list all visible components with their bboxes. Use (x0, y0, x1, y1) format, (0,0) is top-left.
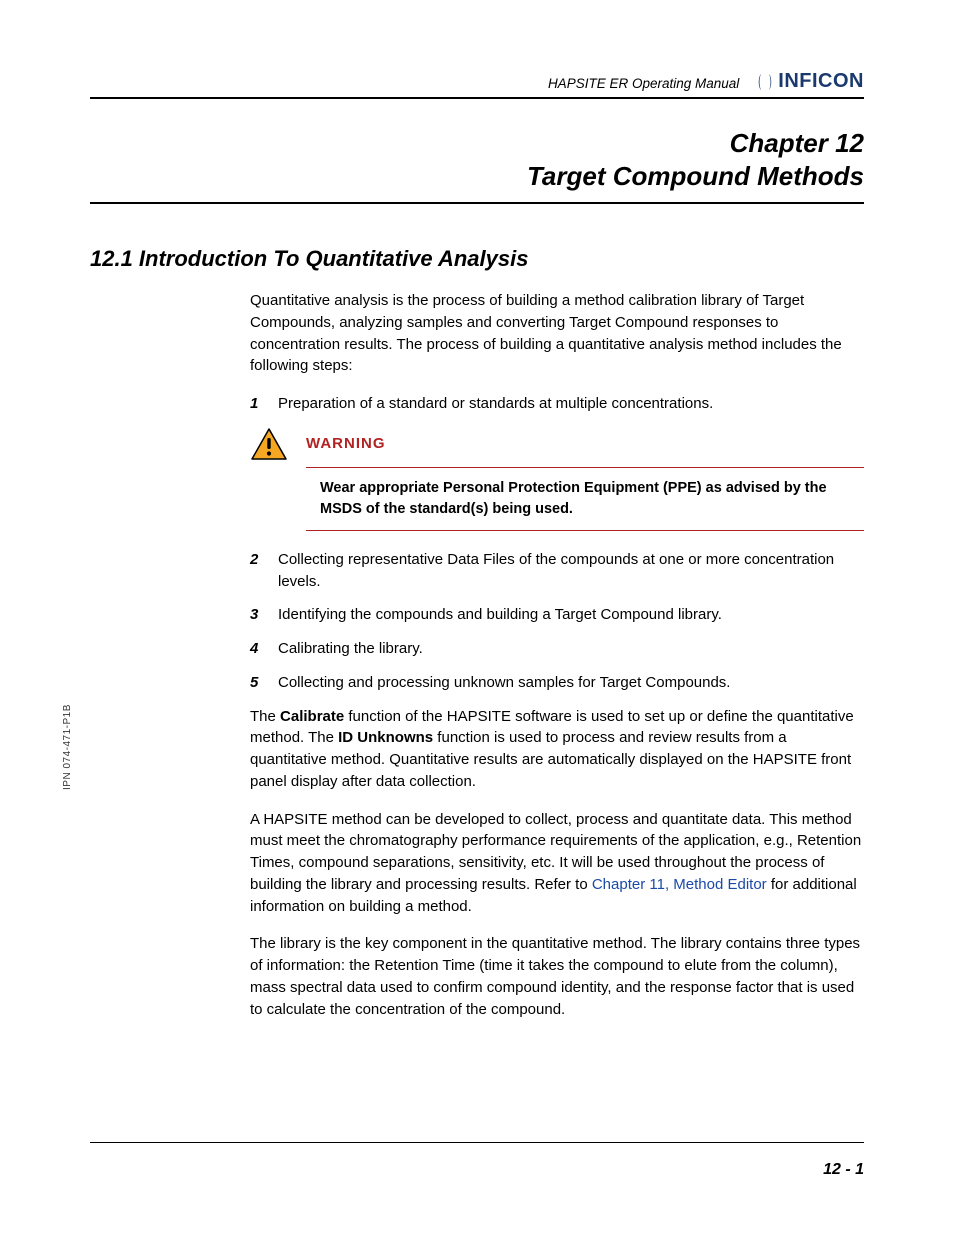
library-paragraph: The library is the key component in the … (250, 933, 864, 1020)
step-text: Preparation of a standard or standards a… (278, 393, 864, 415)
chapter-number: Chapter 12 (90, 127, 864, 160)
logo-mark-icon (755, 72, 775, 92)
step-text: Collecting representative Data Files of … (278, 549, 864, 593)
step-number: 3 (250, 604, 278, 626)
side-ipn-label: IPN 074-471-P1B (62, 704, 73, 790)
step-1: 1 Preparation of a standard or standards… (250, 393, 864, 415)
step-text: Calibrating the library. (278, 638, 864, 660)
warning-rule-top (306, 467, 864, 468)
page: IPN 074-471-P1B HAPSITE ER Operating Man… (0, 0, 954, 1235)
logo-text: INFICON (778, 70, 864, 93)
id-unknowns-term: ID Unknowns (338, 729, 433, 746)
step-number: 4 (250, 638, 278, 660)
section-heading: 12.1 Introduction To Quantitative Analys… (90, 246, 864, 272)
step-number: 2 (250, 549, 278, 593)
step-number: 1 (250, 393, 278, 415)
warning-body: Wear appropriate Personal Protection Equ… (306, 472, 864, 526)
page-header: HAPSITE ER Operating Manual INFICON (90, 70, 864, 99)
step-5: 5 Collecting and processing unknown samp… (250, 672, 864, 694)
warning-icon (250, 427, 288, 461)
step-text: Identifying the compounds and building a… (278, 604, 864, 626)
warning-body-wrap: Wear appropriate Personal Protection Equ… (306, 467, 864, 531)
method-paragraph: A HAPSITE method can be developed to col… (250, 809, 864, 918)
warning-label: WARNING (306, 433, 386, 455)
intro-paragraph: Quantitative analysis is the process of … (250, 290, 864, 377)
chapter-title: Chapter 12 Target Compound Methods (90, 127, 864, 204)
step-3: 3 Identifying the compounds and building… (250, 604, 864, 626)
text-fragment: The (250, 708, 280, 725)
warning-rule-bottom (306, 530, 864, 531)
calibrate-term: Calibrate (280, 708, 344, 725)
brand-logo: INFICON (755, 70, 864, 93)
page-number: 12 - 1 (823, 1161, 864, 1178)
step-number: 5 (250, 672, 278, 694)
chapter-11-link[interactable]: Chapter 11, Method Editor (592, 876, 767, 893)
warning-callout: WARNING Wear appropriate Personal Protec… (250, 427, 864, 531)
step-text: Collecting and processing unknown sample… (278, 672, 864, 694)
body-column: Quantitative analysis is the process of … (250, 290, 864, 1020)
chapter-name: Target Compound Methods (90, 160, 864, 193)
page-footer: 12 - 1 (90, 1142, 864, 1179)
step-4: 4 Calibrating the library. (250, 638, 864, 660)
calibrate-paragraph: The Calibrate function of the HAPSITE so… (250, 706, 864, 793)
step-2: 2 Collecting representative Data Files o… (250, 549, 864, 593)
warning-header: WARNING (250, 427, 864, 461)
manual-title: HAPSITE ER Operating Manual (548, 76, 739, 93)
